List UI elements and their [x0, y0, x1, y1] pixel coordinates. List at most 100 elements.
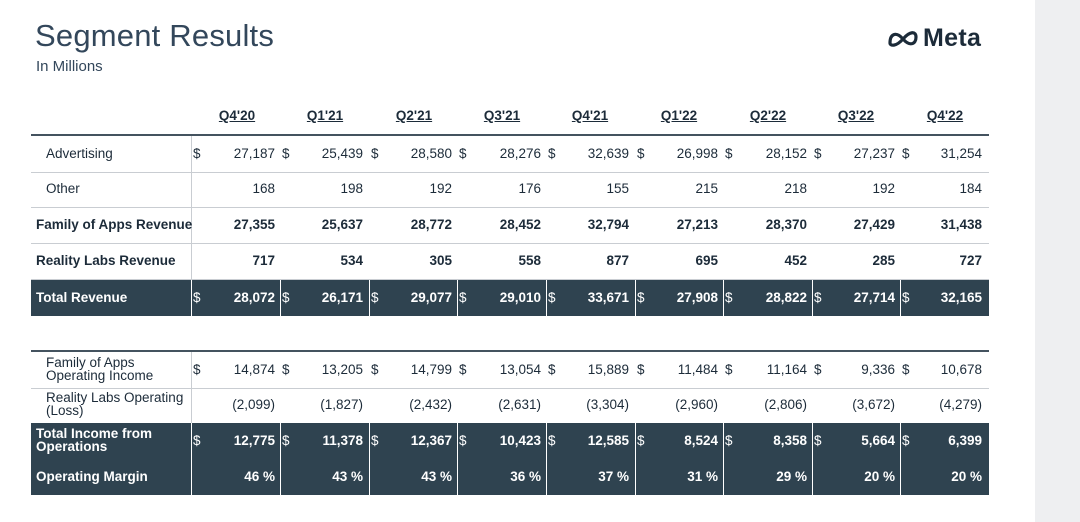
value-cell: 28,072: [233, 290, 275, 305]
value-cell: 11,484: [677, 362, 718, 377]
page-title: Segment Results: [35, 18, 275, 53]
currency-symbol: $: [637, 146, 645, 161]
row-label: Reality Labs Revenue: [36, 253, 176, 268]
currency-symbol: $: [902, 290, 910, 305]
currency-symbol: $: [371, 290, 379, 305]
meta-infinity-icon: [888, 30, 918, 47]
currency-symbol: $: [725, 362, 733, 377]
revenue-table: Advertising $27,187 $25,439 $28,580 $28,276 $…: [31, 134, 989, 318]
cell-divider: [723, 459, 724, 495]
currency-symbol: $: [282, 146, 290, 161]
value-cell: 695: [695, 253, 718, 268]
column-divider: [191, 352, 192, 388]
value-cell: 717: [252, 253, 275, 268]
currency-symbol: $: [459, 290, 467, 305]
value-cell: (2,631): [498, 397, 541, 412]
cell-divider: [812, 280, 813, 316]
currency-symbol: $: [459, 146, 467, 161]
currency-symbol: $: [193, 290, 201, 305]
value-cell: 558: [518, 253, 541, 268]
column-header: Q2'21: [395, 108, 433, 123]
column-divider: [191, 387, 192, 423]
value-cell: 877: [606, 253, 629, 268]
currency-symbol: $: [637, 362, 645, 377]
value-cell: 43 %: [332, 469, 363, 484]
cell-divider: [191, 280, 192, 316]
table-row: Reality Labs Operating (Loss) (2,099) (1,8…: [31, 387, 989, 424]
currency-symbol: $: [814, 290, 822, 305]
value-cell: (3,304): [586, 397, 629, 412]
currency-symbol: $: [459, 362, 467, 377]
currency-symbol: $: [902, 362, 910, 377]
column-header: Q4'20: [218, 108, 256, 123]
row-label: Advertising: [46, 146, 113, 161]
currency-symbol: $: [282, 433, 290, 448]
table-row: Total Income from Operations $12,775 $11,3…: [31, 423, 989, 460]
cell-divider: [900, 459, 901, 495]
column-header: Q1'22: [660, 108, 698, 123]
value-cell: 32,165: [940, 290, 982, 305]
value-cell: (3,672): [852, 397, 895, 412]
row-label: Other: [46, 181, 80, 196]
cell-divider: [280, 280, 281, 316]
value-cell: 28,580: [410, 146, 452, 161]
value-cell: 28,822: [765, 290, 807, 305]
value-cell: 25,637: [321, 217, 363, 232]
value-cell: 27,187: [233, 146, 275, 161]
value-cell: 27,213: [676, 217, 718, 232]
currency-symbol: $: [193, 146, 201, 161]
value-cell: 305: [429, 253, 452, 268]
page-subtitle: In Millions: [36, 58, 103, 75]
value-cell: 29,077: [410, 290, 452, 305]
table-row: Other 168 198 192 176 155 215 218 192 184: [31, 171, 989, 208]
value-cell: (2,806): [764, 397, 807, 412]
column-header: Q4'21: [571, 108, 609, 123]
value-cell: 12,775: [233, 433, 275, 448]
value-cell: 15,889: [587, 362, 629, 377]
value-cell: 26,998: [676, 146, 718, 161]
cell-divider: [457, 459, 458, 495]
currency-symbol: $: [371, 362, 379, 377]
currency-symbol: $: [814, 146, 822, 161]
value-cell: 37 %: [598, 469, 629, 484]
value-cell: 452: [784, 253, 807, 268]
value-cell: 727: [959, 253, 982, 268]
table-row: Total Revenue $28,072 $26,171 $29,077 $29,01…: [31, 280, 989, 317]
row-label: Family of Apps Operating Income: [46, 355, 154, 383]
column-header: Q1'21: [306, 108, 344, 123]
currency-symbol: $: [548, 290, 556, 305]
value-cell: 31 %: [687, 469, 718, 484]
value-cell: 27,237: [853, 146, 895, 161]
value-cell: 43 %: [421, 469, 452, 484]
cell-divider: [900, 280, 901, 316]
column-header: Q3'22: [837, 108, 875, 123]
value-cell: 27,714: [853, 290, 895, 305]
value-cell: 176: [518, 181, 541, 196]
currency-symbol: $: [371, 433, 379, 448]
table-row: Advertising $27,187 $25,439 $28,580 $28,276 $…: [31, 134, 989, 173]
value-cell: 5,664: [861, 433, 895, 448]
value-cell: 28,276: [499, 146, 541, 161]
currency-symbol: $: [193, 362, 201, 377]
cell-divider: [812, 423, 813, 459]
value-cell: (2,099): [232, 397, 275, 412]
value-cell: 9,336: [861, 362, 895, 377]
column-divider: [191, 243, 192, 279]
value-cell: 27,908: [676, 290, 718, 305]
value-cell: 285: [872, 253, 895, 268]
value-cell: 27,429: [853, 217, 895, 232]
currency-symbol: $: [548, 146, 556, 161]
cell-divider: [280, 459, 281, 495]
value-cell: 20 %: [951, 469, 982, 484]
table-row: Family of Apps Operating Income $14,874 $1…: [31, 350, 989, 389]
cell-divider: [723, 280, 724, 316]
cell-divider: [723, 423, 724, 459]
currency-symbol: $: [548, 362, 556, 377]
cell-divider: [369, 280, 370, 316]
row-label: Family of Apps Revenue: [36, 217, 193, 232]
value-cell: 27,355: [233, 217, 275, 232]
cell-divider: [635, 280, 636, 316]
currency-symbol: $: [814, 362, 822, 377]
cell-divider: [369, 423, 370, 459]
slide: Segment Results In Millions Meta Q4'20 Q1…: [31, 18, 989, 496]
